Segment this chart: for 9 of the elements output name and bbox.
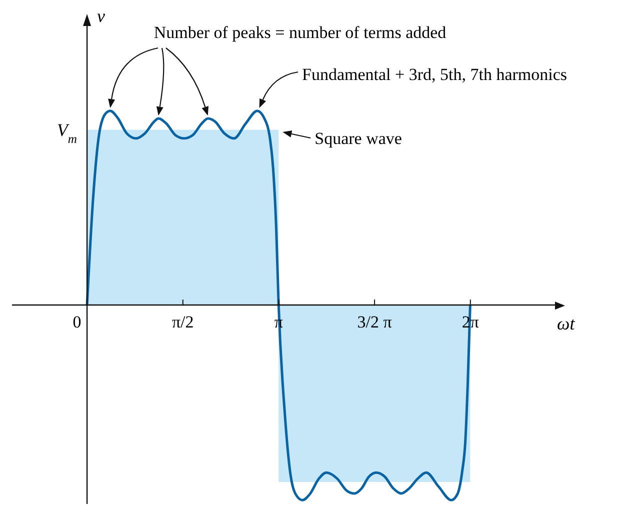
x-tick-label: 0 bbox=[72, 312, 82, 332]
x-tick-label: π/2 bbox=[172, 312, 194, 332]
text: Number of peaks = number of terms added bbox=[154, 23, 447, 42]
annotation: V$_{m}$ bbox=[56, 120, 78, 146]
text: Square wave bbox=[314, 129, 402, 148]
x-tick-label: 3/2 π bbox=[357, 312, 392, 332]
text: Fundamental + 3rd, 5th, 7th harmonics bbox=[302, 65, 568, 84]
y-axis-title: v bbox=[97, 6, 106, 26]
x-axis-title: ωt bbox=[557, 314, 576, 334]
